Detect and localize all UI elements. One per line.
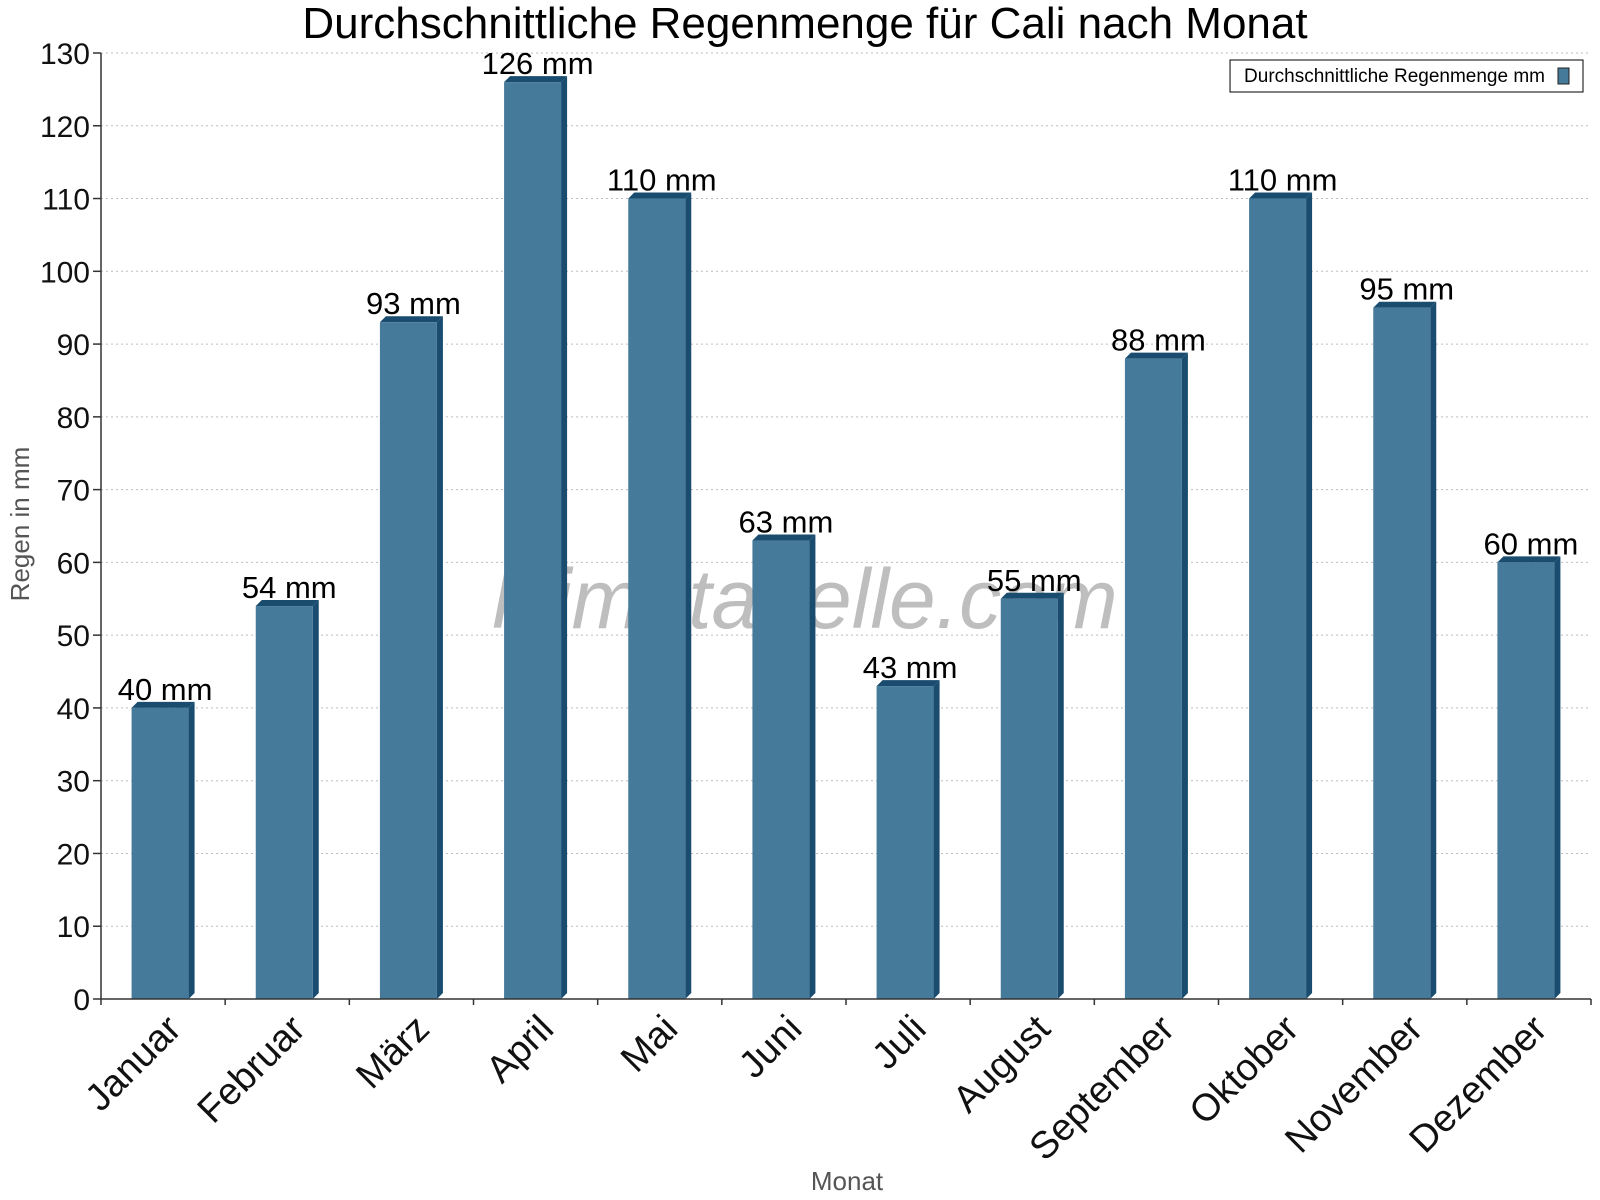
y-tick-label: 130 bbox=[40, 38, 90, 71]
bar bbox=[628, 192, 692, 1000]
bar-top bbox=[1000, 592, 1064, 599]
bar-top bbox=[504, 76, 568, 83]
bar bbox=[876, 680, 940, 999]
data-label: 126 mm bbox=[482, 46, 594, 81]
bar-side bbox=[933, 680, 940, 999]
bar-top bbox=[628, 192, 692, 199]
data-label: 63 mm bbox=[739, 505, 834, 540]
bar bbox=[1249, 192, 1313, 1000]
bar-front bbox=[255, 606, 313, 999]
x-axis-title: Monat bbox=[811, 1166, 884, 1196]
bar-side bbox=[561, 76, 568, 1000]
axes bbox=[100, 53, 1591, 1000]
x-tick-label: April bbox=[478, 1008, 561, 1091]
bar-front bbox=[1000, 598, 1058, 999]
bar bbox=[1373, 301, 1437, 999]
legend-series-label: Durchschnittliche Regenmenge mm bbox=[1244, 66, 1545, 87]
bar-front bbox=[1249, 198, 1307, 1000]
y-tick-label: 120 bbox=[40, 111, 90, 144]
bar bbox=[752, 534, 816, 999]
bar-side bbox=[188, 701, 195, 999]
x-tick-label: Dezember bbox=[1402, 1007, 1556, 1161]
bar-front bbox=[1373, 307, 1431, 999]
bar-side bbox=[1554, 556, 1561, 999]
data-label: 110 mm bbox=[607, 163, 717, 198]
x-tick-label: März bbox=[348, 1008, 437, 1097]
y-tick-label: 110 bbox=[42, 184, 90, 217]
x-tick-label: Januar bbox=[78, 1007, 190, 1119]
bar-front bbox=[876, 686, 934, 999]
y-tick-label: 30 bbox=[57, 766, 90, 799]
y-tick-label: 90 bbox=[57, 329, 90, 362]
bar-side bbox=[1306, 192, 1313, 1000]
bar-side bbox=[436, 316, 443, 999]
x-axis-ticks: Januar Februar März April Mai Juni Juli AugustS… bbox=[78, 999, 1592, 1169]
bar-side bbox=[1057, 592, 1064, 999]
data-labels: 40 mm 54 mm 93 mm 126 mm 110 mm 63 mm 43 mm 55 … bbox=[118, 46, 1579, 707]
data-label: 93 mm bbox=[366, 286, 461, 321]
x-tick-label: August bbox=[945, 1007, 1059, 1121]
bar-top bbox=[255, 600, 319, 607]
y-tick-label: 40 bbox=[57, 693, 90, 726]
bar-series bbox=[131, 76, 1561, 1000]
y-tick-label: 10 bbox=[57, 911, 90, 944]
x-tick-label: Juni bbox=[731, 1008, 810, 1087]
data-label: 88 mm bbox=[1111, 323, 1206, 358]
gridlines bbox=[101, 52, 1591, 927]
bar bbox=[504, 76, 568, 1000]
bar-top bbox=[1497, 556, 1561, 563]
bar bbox=[131, 701, 195, 999]
y-axis-title: Regen in mm bbox=[5, 447, 35, 602]
legend: Durchschnittliche Regenmenge mm bbox=[1229, 59, 1584, 93]
bar-front bbox=[504, 82, 562, 1000]
bar-side bbox=[809, 534, 816, 999]
bar-side bbox=[1430, 301, 1437, 999]
data-label: 95 mm bbox=[1359, 272, 1454, 307]
bar-side bbox=[312, 600, 319, 999]
legend-box bbox=[1229, 59, 1584, 93]
x-tick-label: Mai bbox=[613, 1008, 686, 1081]
bar-front bbox=[379, 322, 437, 999]
bar-front bbox=[131, 707, 189, 999]
bar-top bbox=[1373, 301, 1437, 308]
bar bbox=[1000, 592, 1064, 999]
y-axis-ticks: 0 10 20 30 40 50 60 70 80 90 100 110 120 130 bbox=[40, 38, 101, 1017]
bar bbox=[255, 600, 319, 999]
bar-top bbox=[379, 316, 443, 323]
bar-front bbox=[1497, 562, 1555, 999]
y-tick-label: 0 bbox=[73, 984, 90, 1017]
y-tick-label: 50 bbox=[57, 620, 90, 653]
x-tick-label: Juli bbox=[864, 1008, 934, 1078]
bar-top bbox=[131, 701, 195, 708]
bar-top bbox=[1124, 352, 1188, 359]
data-label: 110 mm bbox=[1228, 163, 1338, 198]
data-label: 43 mm bbox=[863, 650, 958, 685]
bar bbox=[1124, 352, 1188, 1000]
data-label: 60 mm bbox=[1484, 526, 1579, 561]
x-tick-label: Februar bbox=[190, 1007, 314, 1131]
y-tick-label: 100 bbox=[40, 256, 90, 289]
bar-front bbox=[1124, 358, 1182, 1000]
bar-front bbox=[752, 540, 810, 999]
bar-top bbox=[1249, 192, 1313, 199]
y-tick-label: 80 bbox=[57, 402, 90, 435]
bar bbox=[1497, 556, 1561, 999]
y-tick-label: 60 bbox=[57, 547, 90, 580]
y-tick-label: 70 bbox=[57, 475, 90, 508]
chart-title: Durchschnittliche Regenmenge für Cali na… bbox=[302, 0, 1307, 48]
bar-top bbox=[876, 680, 940, 687]
data-label: 55 mm bbox=[987, 563, 1082, 598]
bar-side bbox=[685, 192, 692, 1000]
bar-top bbox=[752, 534, 816, 541]
bar bbox=[379, 316, 443, 999]
y-tick-label: 20 bbox=[57, 838, 90, 871]
data-label: 40 mm bbox=[118, 672, 213, 707]
bar-side bbox=[1181, 352, 1188, 1000]
legend-swatch bbox=[1557, 67, 1570, 85]
x-tick-label: Oktober bbox=[1182, 1007, 1308, 1133]
data-label: 54 mm bbox=[242, 570, 337, 605]
bar-front bbox=[628, 198, 686, 1000]
